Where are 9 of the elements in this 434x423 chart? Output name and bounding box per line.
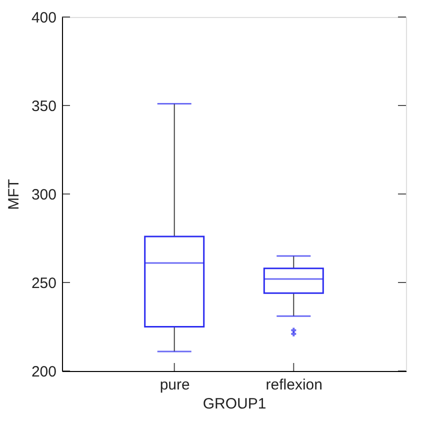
- x-tick-label: pure: [160, 376, 190, 394]
- y-tick-label: 350: [31, 98, 56, 115]
- y-tick-label: 300: [31, 186, 56, 204]
- y-tick-label: 200: [31, 364, 56, 380]
- y-tick-label: 400: [31, 10, 56, 26]
- y-tick-label: 250: [31, 275, 56, 292]
- y-axis-title: MFT: [5, 179, 22, 210]
- x-axis-title: GROUP1: [202, 396, 266, 412]
- x-tick-label: reflexion: [266, 376, 322, 394]
